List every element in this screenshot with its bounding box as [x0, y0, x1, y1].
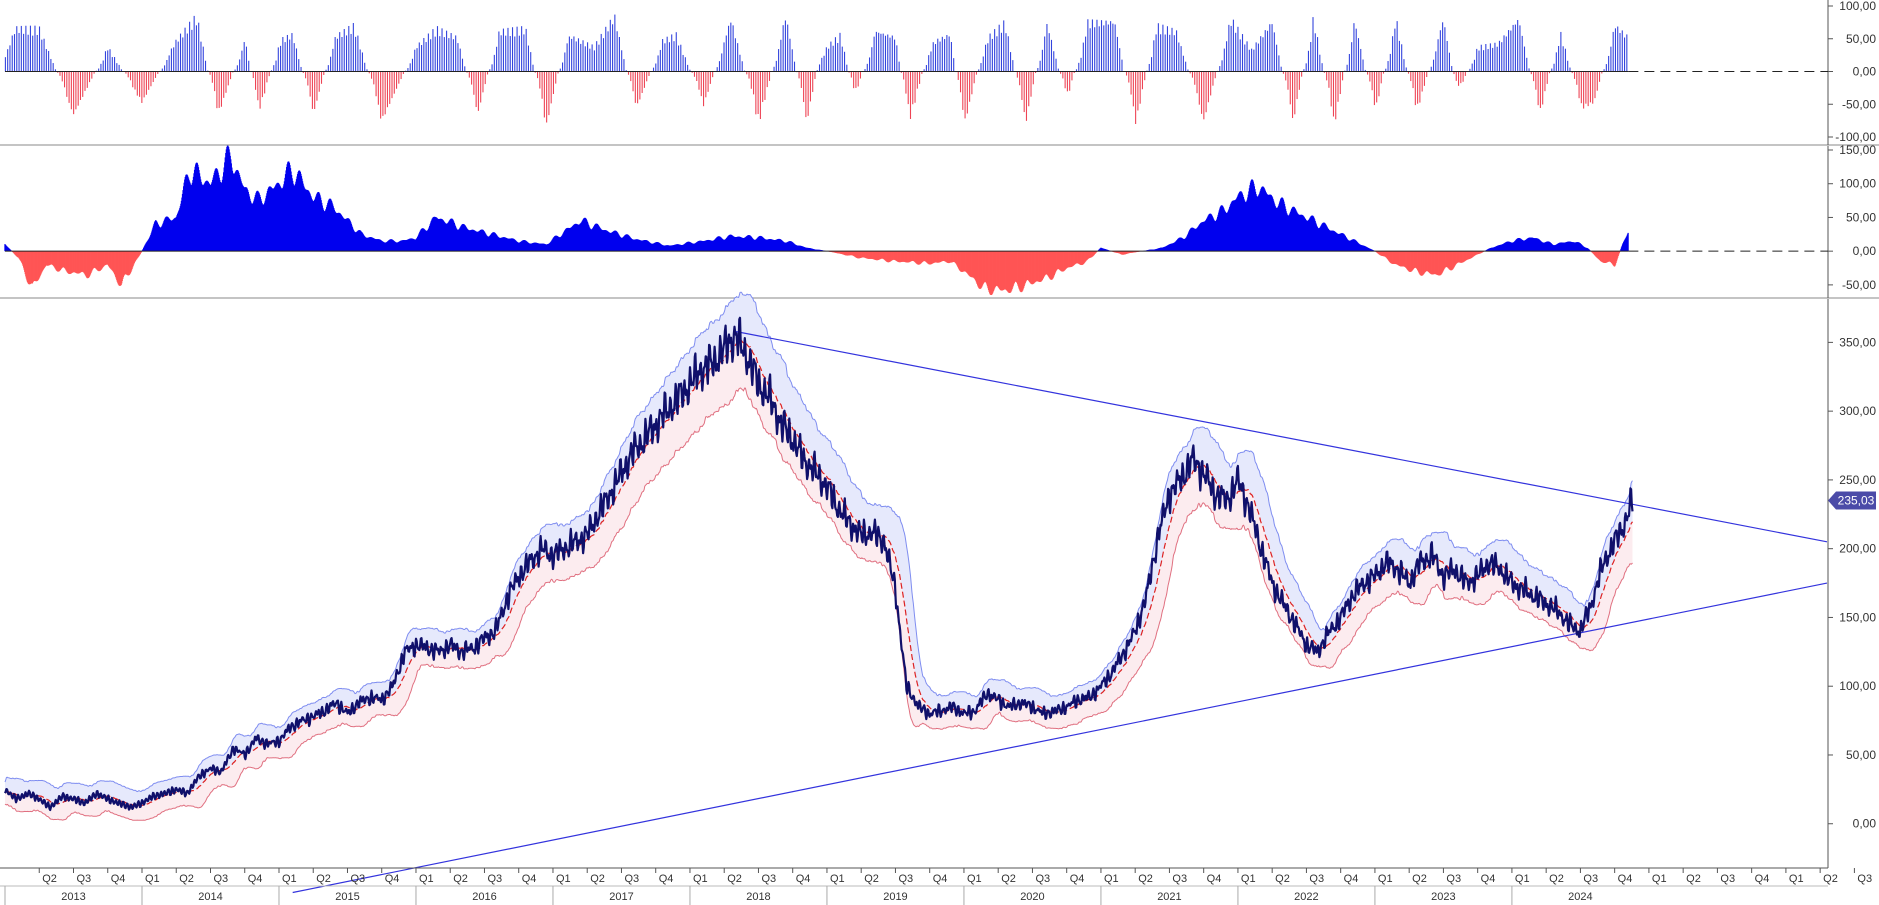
y-tick-label: 50,00 — [1846, 210, 1876, 224]
year-label: 2016 — [472, 891, 496, 903]
quarter-label: Q3 — [1720, 873, 1735, 885]
quarter-label: Q1 — [556, 873, 571, 885]
quarter-label: Q1 — [1378, 873, 1393, 885]
quarter-label: Q3 — [761, 873, 776, 885]
quarter-label: Q4 — [248, 873, 263, 885]
quarter-label: Q2 — [179, 873, 194, 885]
quarter-label: Q1 — [967, 873, 982, 885]
y-tick-label: 100,00 — [1839, 177, 1876, 191]
quarter-label: Q4 — [385, 873, 400, 885]
quarter-label: Q3 — [1172, 873, 1187, 885]
quarter-label: Q2 — [1001, 873, 1016, 885]
y-tick-label: -100,00 — [1835, 130, 1876, 144]
quarter-label: Q1 — [1241, 873, 1256, 885]
year-label: 2013 — [61, 891, 85, 903]
quarter-label: Q3 — [898, 873, 913, 885]
year-label: 2014 — [198, 891, 222, 903]
quarter-label: Q2 — [316, 873, 331, 885]
trendline — [292, 582, 1828, 894]
quarter-label: Q4 — [522, 873, 537, 885]
quarter-label: Q2 — [453, 873, 468, 885]
year-label: 2015 — [335, 891, 359, 903]
year-label: 2024 — [1568, 891, 1592, 903]
quarter-label: Q3 — [1035, 873, 1050, 885]
quarter-label: Q3 — [487, 873, 502, 885]
quarter-label: Q1 — [1515, 873, 1530, 885]
quarter-label: Q1 — [693, 873, 708, 885]
quarter-label: Q3 — [624, 873, 639, 885]
upper-band-fill — [5, 292, 1633, 806]
quarter-label: Q3 — [76, 873, 91, 885]
quarter-label: Q4 — [1618, 873, 1633, 885]
year-label: 2020 — [1020, 891, 1044, 903]
quarter-label: Q4 — [1070, 873, 1085, 885]
quarter-label: Q2 — [1686, 873, 1701, 885]
y-tick-label: 0,00 — [1853, 244, 1877, 258]
trendline — [735, 330, 1828, 543]
last-price-label: 235,03 — [1838, 494, 1875, 508]
y-tick-label: 300,00 — [1839, 404, 1876, 418]
quarter-label: Q1 — [1652, 873, 1667, 885]
quarter-label: Q3 — [1583, 873, 1598, 885]
momentum-panel: 150,00 100,00 50,00 0,00 -50,00 — [0, 143, 1879, 299]
quarter-label: Q2 — [1823, 873, 1838, 885]
quarter-label: Q2 — [727, 873, 742, 885]
quarter-label: Q3 — [1446, 873, 1461, 885]
y-tick-label: 250,00 — [1839, 473, 1876, 487]
y-tick-label: -50,00 — [1842, 97, 1876, 111]
quarter-label: Q4 — [796, 873, 811, 885]
year-label: 2021 — [1157, 891, 1181, 903]
quarter-label: Q3 — [1857, 873, 1872, 885]
quarter-label: Q1 — [1789, 873, 1804, 885]
quarter-label: Q3 — [213, 873, 228, 885]
quarter-label: Q2 — [1412, 873, 1427, 885]
year-label: 2023 — [1431, 891, 1455, 903]
quarter-label: Q4 — [1344, 873, 1359, 885]
price-line — [4, 316, 1634, 812]
quarter-label: Q3 — [350, 873, 365, 885]
quarter-label: Q2 — [864, 873, 879, 885]
quarter-label: Q2 — [590, 873, 605, 885]
quarter-label: Q1 — [145, 873, 160, 885]
y-tick-label: 0,00 — [1853, 817, 1877, 831]
quarter-label: Q4 — [1481, 873, 1496, 885]
y-tick-label: 100,00 — [1839, 679, 1876, 693]
quarter-label: Q2 — [1138, 873, 1153, 885]
quarter-label: Q4 — [659, 873, 674, 885]
year-label: 2017 — [609, 891, 633, 903]
y-tick-label: 50,00 — [1846, 32, 1876, 46]
price-panel: 350,00 300,00 250,00 200,00 150,00 100,00 50,0… — [4, 291, 1877, 894]
y-tick-label: 50,00 — [1846, 748, 1876, 762]
y-tick-label: 0,00 — [1853, 65, 1877, 79]
year-label: 2019 — [883, 891, 907, 903]
y-tick-label: 150,00 — [1839, 143, 1876, 157]
y-tick-label: 150,00 — [1839, 610, 1876, 624]
year-label: 2018 — [746, 891, 770, 903]
quarter-label: Q4 — [933, 873, 948, 885]
quarter-label: Q1 — [419, 873, 434, 885]
last-price-marker: 235,03 — [1828, 491, 1876, 510]
quarter-label: Q2 — [42, 873, 57, 885]
oscillator-panel: 100,00 50,00 0,00 -50,00 -100,00 — [0, 0, 1879, 146]
quarter-label: Q1 — [1104, 873, 1119, 885]
y-tick-label: 350,00 — [1839, 335, 1876, 349]
quarter-label: Q4 — [1755, 873, 1770, 885]
time-axis: Q2 Q3 Q4 Q1 Q2 Q3 Q4 Q1 Q2 Q3 Q4 Q1 Q2 Q3 Q4 Q1 Q2 Q3 Q4 Q1… — [0, 867, 1872, 905]
lower-band-line — [4, 387, 1633, 821]
quarter-label: Q4 — [111, 873, 126, 885]
quarter-label: Q3 — [1309, 873, 1324, 885]
last-price-badge — [1828, 491, 1876, 510]
quarter-label: Q2 — [1275, 873, 1290, 885]
y-tick-label: -50,00 — [1842, 278, 1876, 292]
quarter-label: Q1 — [830, 873, 845, 885]
upper-band-line — [4, 291, 1633, 793]
y-tick-label: 200,00 — [1839, 542, 1876, 556]
y-tick-label: 100,00 — [1839, 0, 1876, 13]
quarter-label: Q4 — [1207, 873, 1222, 885]
quarter-label: Q2 — [1549, 873, 1564, 885]
year-label: 2022 — [1294, 891, 1318, 903]
quarter-label: Q1 — [282, 873, 297, 885]
